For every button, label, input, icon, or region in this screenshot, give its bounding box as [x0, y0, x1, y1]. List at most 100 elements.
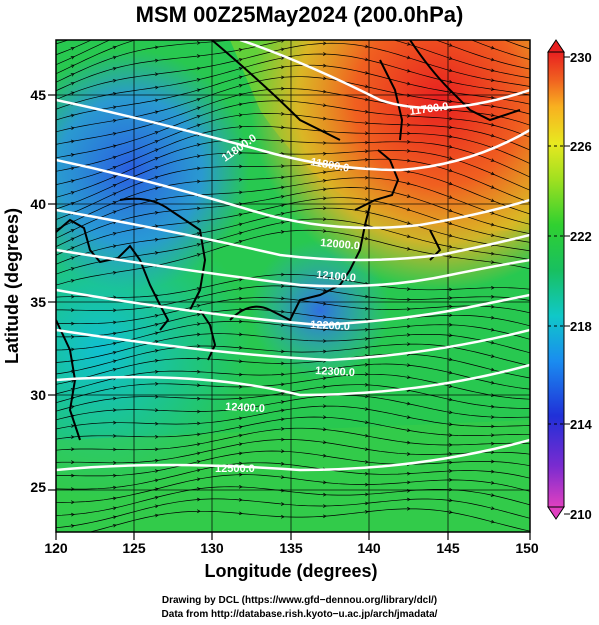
- streamline-arrow: [490, 481, 495, 485]
- streamline-arrow: [406, 363, 411, 367]
- streamline-arrow: [112, 232, 117, 236]
- streamline-arrow: [196, 477, 201, 482]
- streamline-arrow: [490, 367, 495, 372]
- streamline-arrow: [280, 296, 285, 301]
- streamline: [56, 197, 530, 256]
- streamline-arrow: [490, 222, 495, 227]
- streamline-arrow: [364, 362, 369, 367]
- streamline-arrow: [448, 134, 453, 139]
- streamline-arrow: [280, 417, 285, 422]
- streamline-arrow: [196, 88, 201, 93]
- streamline-arrow: [406, 81, 411, 86]
- streamline-arrow: [113, 434, 117, 438]
- streamline-arrow: [112, 118, 117, 123]
- streamline-arrow: [448, 498, 453, 503]
- streamline-arrow: [197, 15, 200, 18]
- streamline-arrow: [238, 372, 243, 377]
- streamline-arrow: [154, 210, 159, 215]
- streamline-arrow: [406, 440, 411, 445]
- streamline-arrow: [280, 382, 285, 387]
- streamline-arrow: [406, 488, 411, 493]
- streamline-arrow: [155, 2, 158, 5]
- streamline-arrow: [154, 314, 159, 318]
- streamline: [56, 158, 530, 220]
- streamline-arrow: [154, 165, 159, 170]
- streamline-arrow: [323, 32, 326, 35]
- streamline-arrow: [280, 391, 285, 396]
- streamline-arrow: [365, 372, 369, 377]
- streamline-arrow: [197, 344, 201, 348]
- streamline-arrow: [281, 31, 284, 34]
- streamline-arrow: [154, 339, 159, 344]
- streamline-arrow: [406, 234, 411, 239]
- contour-label: 12100.0: [316, 269, 357, 284]
- streamline-arrow: [407, 131, 411, 136]
- streamline-arrow: [70, 179, 75, 183]
- streamline-arrow: [407, 5, 410, 8]
- streamline-arrow: [70, 64, 75, 69]
- streamline-arrow: [281, 361, 285, 366]
- streamline-arrow: [280, 194, 285, 199]
- streamline-arrow: [406, 55, 411, 60]
- streamline-arrow: [490, 57, 495, 62]
- streamline-arrow: [196, 356, 201, 361]
- streamline-arrow: [238, 332, 243, 337]
- streamline-arrow: [112, 320, 117, 325]
- x-tick-label: 120: [44, 540, 68, 556]
- streamline-arrow: [196, 78, 201, 82]
- streamline-arrow: [112, 506, 117, 511]
- streamline-arrow: [406, 471, 411, 476]
- colorbar-tick-label: 218: [570, 319, 592, 334]
- streamline-arrow: [154, 198, 159, 202]
- streamline: [56, 40, 70, 45]
- streamline-arrow: [281, 21, 284, 24]
- streamline-arrow: [365, 33, 368, 36]
- streamline-arrow: [112, 359, 117, 364]
- streamline-arrow: [280, 309, 285, 314]
- streamline-arrow: [70, 256, 75, 260]
- streamline-arrow: [280, 47, 285, 52]
- streamline-arrow: [490, 45, 495, 50]
- streamline-arrow: [112, 396, 117, 401]
- streamline: [56, 462, 530, 490]
- streamline-arrow: [407, 297, 411, 302]
- streamline-arrow: [448, 195, 453, 199]
- streamline-arrow: [70, 229, 75, 233]
- streamline-arrow: [364, 394, 369, 399]
- streamline-arrow: [280, 427, 285, 431]
- streamline-arrow: [112, 155, 117, 160]
- streamline: [56, 125, 530, 185]
- streamline-arrow: [490, 459, 495, 464]
- streamline-arrow: [70, 279, 75, 283]
- streamline-arrow: [365, 2, 368, 5]
- streamline-arrow: [112, 368, 117, 372]
- streamline-arrow: [322, 151, 327, 156]
- streamline: [56, 363, 530, 395]
- streamline-arrow: [280, 65, 285, 70]
- streamline-arrow: [70, 347, 75, 352]
- streamline-arrow: [322, 170, 327, 175]
- streamline-arrow: [280, 284, 285, 288]
- streamline-arrow: [406, 140, 411, 144]
- streamline: [56, 321, 530, 351]
- streamline-arrow: [322, 76, 327, 81]
- streamline-arrow: [70, 500, 75, 505]
- y-tick-label: 45: [30, 87, 46, 103]
- streamline-arrow: [112, 55, 117, 60]
- streamline-arrow: [239, 307, 243, 312]
- streamline-arrow: [154, 58, 159, 63]
- streamline-arrow: [322, 492, 327, 497]
- streamline: [56, 150, 530, 210]
- contour-label: 12200.0: [310, 319, 350, 333]
- streamline-arrow: [197, 509, 201, 514]
- streamline-arrow: [448, 56, 453, 60]
- streamline-arrow: [280, 164, 285, 168]
- streamline-arrow: [490, 354, 495, 358]
- streamline-arrow: [70, 81, 75, 86]
- streamline-arrow: [196, 206, 201, 211]
- streamline-arrow: [154, 469, 159, 473]
- streamline-arrow: [364, 510, 369, 514]
- streamline-arrow: [364, 407, 369, 411]
- streamline-arrow: [112, 473, 117, 478]
- streamline: [56, 450, 530, 477]
